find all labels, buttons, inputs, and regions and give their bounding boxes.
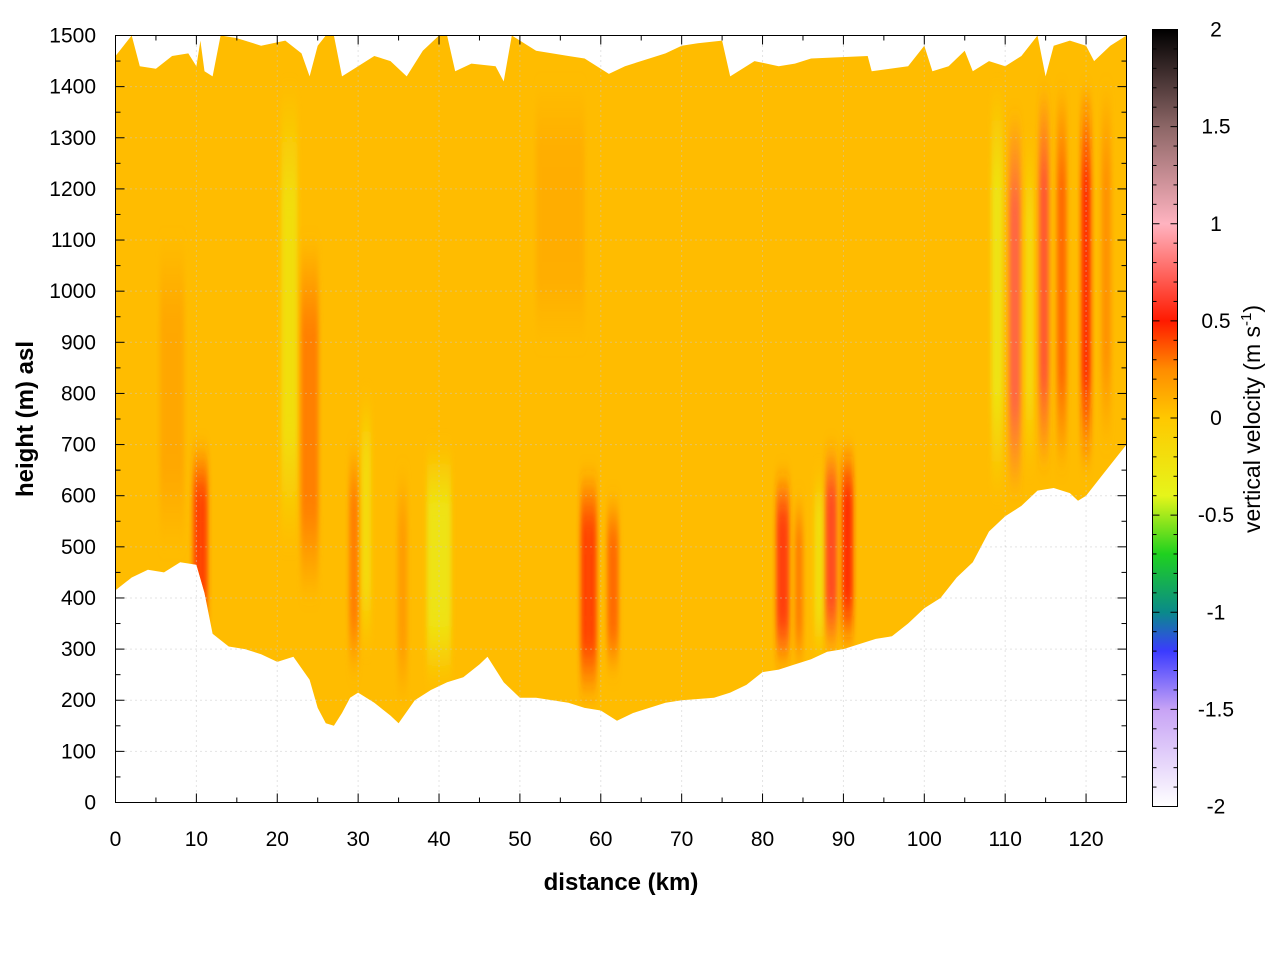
y-tick-label: 1400 — [49, 76, 96, 99]
x-tick-label: 20 — [266, 828, 289, 851]
velocity-feature — [607, 495, 619, 675]
velocity-feature — [776, 470, 790, 670]
velocity-feature — [991, 86, 1003, 496]
velocity-feature — [1039, 86, 1049, 471]
velocity-feature — [300, 240, 319, 598]
y-tick-label: 500 — [61, 536, 96, 559]
y-axis: 0 100 200 300 400 500 600 700 800 900 1000 1100 1200… — [49, 25, 1127, 815]
colorbar-tick-label: -2 — [1207, 796, 1226, 819]
y-axis-title: height (m) asl — [12, 341, 39, 497]
velocity-feature — [825, 444, 837, 655]
x-tick-label: 120 — [1069, 828, 1104, 851]
x-tick-label: 40 — [427, 828, 450, 851]
y-tick-label: 1300 — [49, 127, 96, 150]
velocity-feature — [361, 393, 372, 650]
x-axis: 0 10 20 30 40 50 60 70 80 90 100 110 120 — [110, 35, 1127, 851]
colorbar-tick-label: 0.5 — [1201, 310, 1230, 333]
velocity-background — [115, 35, 1127, 726]
x-tick-label: 10 — [185, 828, 208, 851]
velocity-feature — [281, 86, 298, 547]
y-tick-label: 200 — [61, 689, 96, 712]
x-tick-label: 50 — [508, 828, 531, 851]
x-tick-label: 30 — [346, 828, 369, 851]
colorbar-tick-label: -1 — [1207, 601, 1226, 624]
x-axis-title: distance (km) — [544, 869, 699, 896]
velocity-feature — [841, 444, 854, 650]
velocity-feature — [580, 470, 597, 701]
velocity-feature — [536, 86, 585, 343]
plot-area — [115, 35, 1127, 726]
y-tick-label: 0 — [84, 792, 96, 815]
colorbar-tick-label: 1 — [1210, 213, 1222, 236]
x-tick-label: 0 — [110, 828, 122, 851]
colorbar-tick-label: 0 — [1210, 407, 1222, 430]
y-tick-label: 800 — [61, 382, 96, 405]
colorbar: -2 -1.5 -1 -0.5 0 0.5 1 1.5 2 — [1152, 19, 1234, 819]
y-tick-label: 1500 — [49, 25, 96, 48]
velocity-field — [115, 35, 1127, 726]
y-tick-label: 1200 — [49, 178, 96, 201]
x-tick-label: 80 — [751, 828, 774, 851]
velocity-feature — [159, 240, 185, 547]
y-tick-label: 400 — [61, 587, 96, 610]
velocity-feature — [794, 495, 803, 670]
y-tick-label: 900 — [61, 331, 96, 354]
y-tick-label: 100 — [61, 740, 96, 763]
y-tick-label: 1100 — [51, 229, 96, 252]
colorbar-title: vertical velocity (m s-1) — [1238, 305, 1265, 533]
y-tick-label: 1000 — [49, 280, 96, 303]
y-tick-label: 600 — [61, 485, 96, 508]
x-tick-label: 60 — [589, 828, 612, 851]
colorbar-tick-label: -0.5 — [1198, 504, 1234, 527]
velocity-feature — [1025, 137, 1034, 471]
colorbar-tick-label: 2 — [1210, 19, 1222, 42]
y-tick-label: 300 — [61, 638, 96, 661]
x-tick-label: 90 — [832, 828, 855, 851]
velocity-feature — [426, 444, 452, 685]
velocity-feature — [1009, 112, 1021, 496]
colorbar-tick-label: 1.5 — [1201, 116, 1230, 139]
velocity-feature — [1081, 86, 1091, 471]
velocity-feature — [349, 444, 359, 675]
velocity-feature — [814, 470, 825, 660]
velocity-feature — [1056, 86, 1067, 471]
grid — [115, 35, 1127, 803]
colorbar-tick-label: -1.5 — [1198, 698, 1234, 721]
x-tick-label: 100 — [907, 828, 942, 851]
x-tick-label: 70 — [670, 828, 693, 851]
velocity-feature — [1101, 86, 1112, 445]
y-tick-label: 700 — [61, 434, 96, 457]
x-tick-label: 110 — [988, 828, 1021, 851]
velocity-feature — [397, 470, 408, 701]
